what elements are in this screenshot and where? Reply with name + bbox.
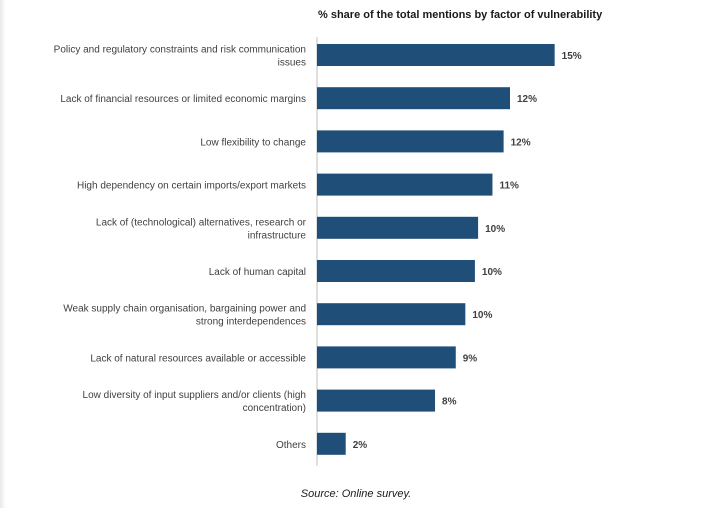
bar-value-label: 11%: [499, 181, 519, 192]
bar: [317, 173, 493, 196]
bar-value-label: 10%: [472, 310, 492, 321]
bar: [317, 303, 466, 326]
bar-value-label: 9%: [463, 353, 478, 364]
bar: [317, 216, 479, 239]
category-label: Weak supply chain organisation, bargaini…: [63, 304, 306, 328]
category-label: Lack of financial resources or limited e…: [60, 94, 306, 105]
bar: [317, 389, 436, 412]
bar-value-label: 15%: [562, 51, 582, 62]
bar-value-label: 10%: [482, 267, 502, 278]
category-label: Low diversity of input suppliers and/or …: [83, 390, 306, 414]
bar: [317, 432, 346, 455]
bar: [317, 260, 475, 282]
bar-value-label: 8%: [442, 397, 457, 408]
bar-value-label: 12%: [517, 94, 537, 105]
bar-value-label: 12%: [511, 137, 531, 148]
bar: [317, 130, 504, 153]
category-label: Low flexibility to change: [200, 137, 306, 148]
bar-value-label: 2%: [353, 440, 368, 451]
category-label: Others: [276, 440, 306, 451]
bar: [317, 346, 456, 369]
page-edge-shade: [0, 0, 6, 508]
bar: [317, 44, 555, 66]
category-label: Lack of natural resources available or a…: [90, 353, 306, 364]
category-label: Lack of human capital: [209, 267, 306, 278]
bar: [317, 87, 510, 110]
category-label: Lack of (technological) alternatives, re…: [96, 217, 307, 241]
category-label: High dependency on certain imports/expor…: [77, 181, 306, 192]
category-label: Policy and regulatory constraints and ri…: [54, 45, 306, 69]
bar-value-label: 10%: [485, 224, 505, 235]
chart-title: % share of the total mentions by factor …: [318, 9, 603, 21]
chart-source: Source: Online survey.: [300, 488, 412, 500]
